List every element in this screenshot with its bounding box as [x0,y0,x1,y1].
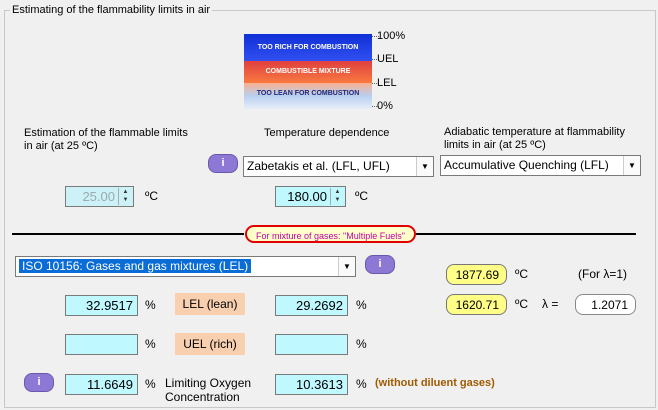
lel-right-unit: % [356,298,367,312]
tick-0 [372,106,379,107]
adiabatic-temp-1-unit: ºC [515,267,529,281]
uel-rich-left[interactable] [65,334,138,355]
band-too-lean: TOO LEAN FOR COMBUSTION [244,83,372,109]
loc-right-unit: % [356,377,367,391]
band-too-rich: TOO RICH FOR COMBUSTION [244,34,372,61]
mixture-note-pill: For mixture of gases: "Multiple Fuels" [245,225,416,243]
chevron-down-icon[interactable]: ▼ [623,156,640,175]
adiabatic-temp-2-unit: ºC [515,297,529,311]
tick-100 [372,36,379,37]
adiabatic-temp-1: 1877.69 [446,264,507,285]
standard-select[interactable]: ISO 10156: Gases and gas mixtures (LEL) … [15,256,356,277]
standard-value: ISO 10156: Gases and gas mixtures (LEL) [19,259,252,273]
scale-lel: LEL [377,77,397,89]
uel-label: UEL (rich) [175,333,245,355]
scale-0: 0% [377,100,393,112]
spinner-2[interactable]: ▲ ▼ [330,188,344,205]
uel-right-unit: % [356,337,367,351]
flammability-groupbox [4,10,656,408]
chevron-down-icon[interactable]: ▼ [338,257,355,276]
lel-lean-left[interactable]: 32.9517 [65,295,138,316]
chevron-down-icon[interactable]: ▼ [416,157,433,176]
loc-label: Limiting Oxygen Concentration [165,376,252,404]
uel-rich-right[interactable] [275,334,348,355]
tick-uel [372,59,379,60]
scale-100: 100% [377,30,406,42]
divider-left [12,233,244,235]
band-combustible: COMBUSTIBLE MIXTURE [244,61,372,83]
uel-left-unit: % [145,337,156,351]
info-button-standard[interactable]: i [365,255,395,274]
temperature-input-1[interactable]: 25.00 ▲ ▼ [65,186,134,207]
group-title: Estimating of the flammability limits in… [10,4,213,16]
temperature-1-unit: ºC [145,189,159,203]
temperature-input-2[interactable]: 180.00 ▲ ▼ [275,186,346,207]
spinner-1[interactable]: ▲ ▼ [118,188,132,205]
temp-dependence-select[interactable]: Zabetakis et al. (LFL, UFL) ▼ [243,156,434,177]
info-button-loc[interactable]: i [24,373,54,392]
estimation-header: Estimation of the flammable limits in ai… [24,127,188,152]
adiabatic-value: Accumulative Quenching (LFL) [444,158,609,172]
lambda-value: 1.2071 [575,294,636,315]
loc-left-unit: % [145,377,156,391]
lambda1-note: (For λ=1) [578,267,628,281]
adiabatic-header: Adiabatic temperature at flammability li… [444,126,625,151]
lel-lean-right[interactable]: 29.2692 [275,295,348,316]
scale-uel: UEL [377,53,399,65]
adiabatic-temp-2: 1620.71 [446,294,507,315]
temperature-2-unit: ºC [355,189,369,203]
temp-dependence-header: Temperature dependence [264,127,390,139]
temperature-1-value: 25.00 [82,189,115,204]
temp-dependence-value: Zabetakis et al. (LFL, UFL) [247,159,390,173]
loc-right[interactable]: 10.3613 [275,374,348,395]
loc-left[interactable]: 11.6649 [65,374,138,395]
info-button-temp[interactable]: i [208,154,238,173]
lel-left-unit: % [145,298,156,312]
lel-label: LEL (lean) [175,293,245,315]
lambda-label: λ = [542,297,559,311]
flammability-diagram: TOO RICH FOR COMBUSTION COMBUSTIBLE MIXT… [244,34,372,109]
tick-lel [372,83,379,84]
temperature-2-value: 180.00 [287,189,327,204]
adiabatic-select[interactable]: Accumulative Quenching (LFL) ▼ [440,155,641,176]
divider-right [416,233,636,235]
loc-note: (without diluent gases) [375,377,495,389]
